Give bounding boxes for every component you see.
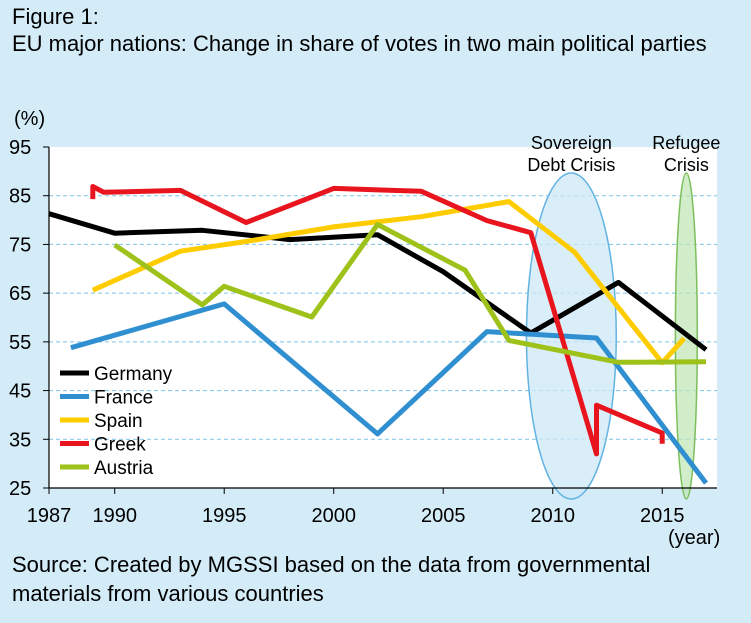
figure-label: Figure 1: <box>12 4 99 29</box>
annotation-label: Refugee <box>652 133 720 153</box>
x-tick-label: 1995 <box>202 505 247 527</box>
x-tick-label: 1990 <box>92 505 137 527</box>
legend-label: Austria <box>94 458 154 479</box>
series-line-austria <box>113 222 707 365</box>
chart-title: EU major nations: Change in share of vot… <box>12 31 707 56</box>
series-line-greek <box>90 184 665 457</box>
legend-label: France <box>94 388 153 409</box>
legend-label: Germany <box>94 364 173 385</box>
y-axis-unit: (%) <box>14 108 46 130</box>
y-tick-label: 75 <box>9 234 31 256</box>
y-tick-label: 95 <box>9 137 31 159</box>
legend-label: Spain <box>94 411 143 432</box>
x-axis-unit: (year) <box>668 527 721 549</box>
source-note: Source: Created by MGSSI based on the da… <box>12 552 651 606</box>
series-line-spain <box>91 199 686 366</box>
legend-label: Greek <box>94 435 146 456</box>
series-line-germany <box>48 211 708 352</box>
x-tick-label: 2005 <box>421 505 466 527</box>
annotation-label: Debt Crisis <box>527 155 615 175</box>
x-tick-label: 2015 <box>640 505 685 527</box>
x-tick-label: 2000 <box>311 505 356 527</box>
y-tick-label: 45 <box>9 381 31 403</box>
x-tick-label: 1987 <box>27 505 72 527</box>
annotation-label: Sovereign <box>531 133 612 153</box>
y-tick-label: 85 <box>9 186 31 208</box>
plot-area <box>49 147 717 488</box>
annotation-label: Crisis <box>664 155 709 175</box>
y-tick-label: 25 <box>9 478 31 500</box>
y-tick-label: 35 <box>9 429 31 451</box>
x-tick-label: 2010 <box>530 505 575 527</box>
y-tick-label: 65 <box>9 283 31 305</box>
y-tick-label: 55 <box>9 332 31 354</box>
